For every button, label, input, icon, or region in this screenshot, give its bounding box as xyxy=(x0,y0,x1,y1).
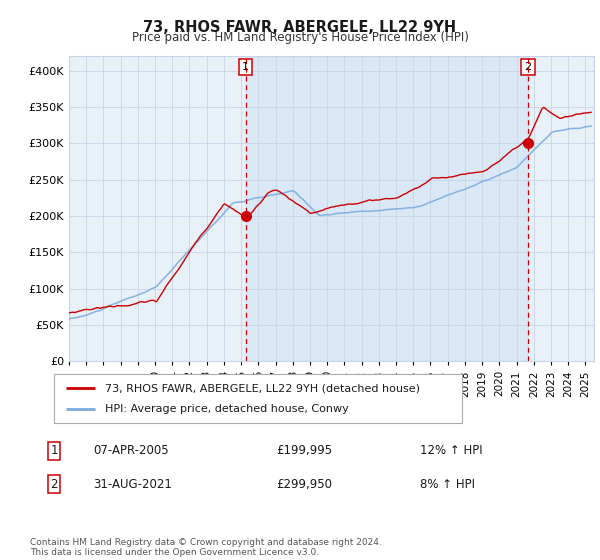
Text: HPI: Average price, detached house, Conwy: HPI: Average price, detached house, Conw… xyxy=(105,404,349,414)
Text: 12% ↑ HPI: 12% ↑ HPI xyxy=(420,444,482,458)
Text: 1: 1 xyxy=(242,62,249,72)
Text: 1: 1 xyxy=(50,444,58,458)
FancyBboxPatch shape xyxy=(54,374,462,423)
Text: 73, RHOS FAWR, ABERGELE, LL22 9YH: 73, RHOS FAWR, ABERGELE, LL22 9YH xyxy=(143,20,457,35)
Bar xyxy=(246,56,528,361)
Text: 8% ↑ HPI: 8% ↑ HPI xyxy=(420,478,475,491)
Text: £199,995: £199,995 xyxy=(276,444,332,458)
Text: 31-AUG-2021: 31-AUG-2021 xyxy=(93,478,172,491)
Text: 07-APR-2005: 07-APR-2005 xyxy=(93,444,169,458)
Text: £299,950: £299,950 xyxy=(276,478,332,491)
Text: Price paid vs. HM Land Registry's House Price Index (HPI): Price paid vs. HM Land Registry's House … xyxy=(131,31,469,44)
Text: 73, RHOS FAWR, ABERGELE, LL22 9YH (detached house): 73, RHOS FAWR, ABERGELE, LL22 9YH (detac… xyxy=(105,383,420,393)
Text: 2: 2 xyxy=(50,478,58,491)
Text: 2: 2 xyxy=(524,62,532,72)
Text: Contains HM Land Registry data © Crown copyright and database right 2024.
This d: Contains HM Land Registry data © Crown c… xyxy=(30,538,382,557)
